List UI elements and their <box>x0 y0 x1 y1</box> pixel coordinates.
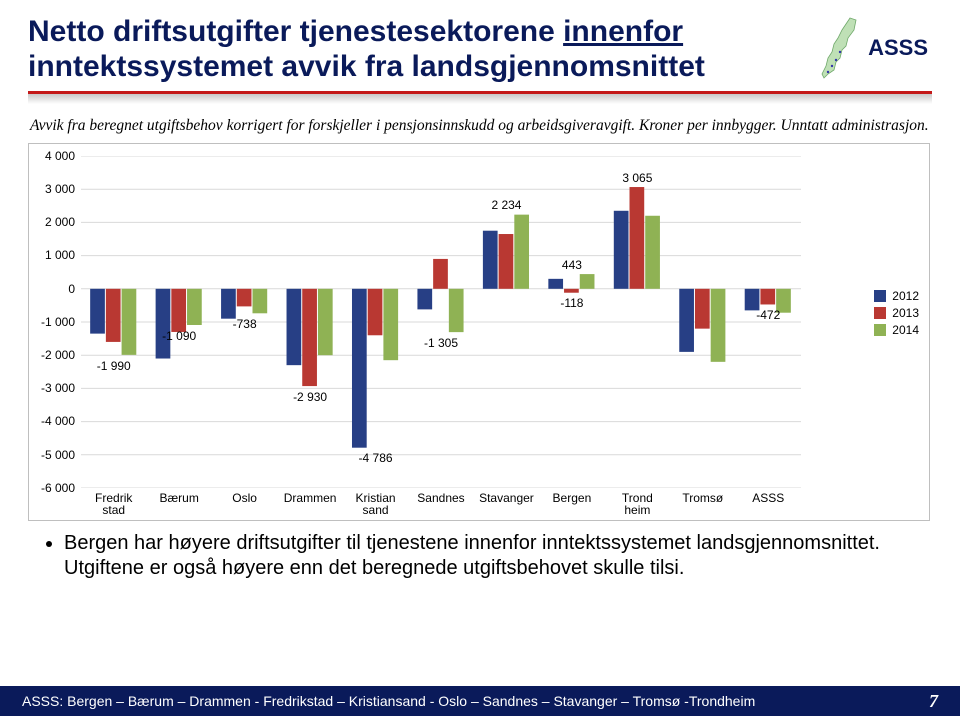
legend-label: 2012 <box>892 289 919 303</box>
y-tick-label: -4 000 <box>29 414 75 428</box>
title-underlined: innenfor <box>563 15 683 48</box>
legend-swatch <box>874 307 886 319</box>
value-label: -1 305 <box>424 336 458 350</box>
value-label: 3 065 <box>622 171 652 185</box>
legend-label: 2013 <box>892 306 919 320</box>
category-label: Drammen <box>277 492 342 505</box>
page-number: 7 <box>929 691 938 712</box>
legend-item: 2012 <box>874 289 919 303</box>
plot-area <box>81 156 801 488</box>
logo-text: ASSS <box>868 35 928 61</box>
y-tick-label: -3 000 <box>29 381 75 395</box>
divider <box>28 91 932 107</box>
value-label: 443 <box>562 258 582 272</box>
footer-text: ASSS: Bergen – Bærum – Drammen - Fredrik… <box>0 693 755 709</box>
norway-map-icon <box>816 16 862 80</box>
title-part1: Netto driftsutgifter tjenestesektorene <box>28 15 563 48</box>
subtitle: Avvik fra beregnet utgiftsbehov korriger… <box>30 117 930 135</box>
category-label: ASSS <box>736 492 801 505</box>
category-label: Fredrikstad <box>81 492 146 517</box>
y-tick-label: 4 000 <box>29 149 75 163</box>
legend: 2012 2013 2014 <box>874 286 919 340</box>
value-label: -1 990 <box>97 359 131 373</box>
footer: ASSS: Bergen – Bærum – Drammen - Fredrik… <box>0 686 960 716</box>
y-tick-label: 1 000 <box>29 248 75 262</box>
chart-svg <box>81 156 801 488</box>
value-label: -738 <box>233 317 257 331</box>
category-label: Bærum <box>146 492 211 505</box>
value-label: -472 <box>756 308 780 322</box>
category-label: Oslo <box>212 492 277 505</box>
category-label: Trondheim <box>605 492 670 517</box>
value-label: -4 786 <box>359 451 393 465</box>
y-tick-label: 2 000 <box>29 215 75 229</box>
value-label: -2 930 <box>293 390 327 404</box>
logo-block: ASSS <box>816 16 928 80</box>
y-tick-label: -5 000 <box>29 448 75 462</box>
slide: ASSS Netto driftsutgifter tjenestesektor… <box>0 0 960 716</box>
y-tick-label: 0 <box>29 282 75 296</box>
category-label: Sandnes <box>408 492 473 505</box>
bullet-item: Bergen har høyere driftsutgifter til tje… <box>64 531 920 582</box>
legend-swatch <box>874 290 886 302</box>
page-title: Netto driftsutgifter tjenestesektorene i… <box>28 14 812 85</box>
value-label: 2 234 <box>491 198 521 212</box>
y-tick-label: -1 000 <box>29 315 75 329</box>
category-label: Bergen <box>539 492 604 505</box>
category-label: Tromsø <box>670 492 735 505</box>
value-label: -1 090 <box>162 329 196 343</box>
chart: 4 000 3 000 2 000 1 000 0 -1 000 -2 000 -3 000 -… <box>28 143 930 521</box>
y-tick-label: 3 000 <box>29 182 75 196</box>
y-tick-label: -2 000 <box>29 348 75 362</box>
value-label: -118 <box>560 296 583 310</box>
bullet-list: Bergen har høyere driftsutgifter til tje… <box>40 531 920 582</box>
legend-swatch <box>874 324 886 336</box>
category-label: Stavanger <box>474 492 539 505</box>
category-label: Kristiansand <box>343 492 408 517</box>
title-part2: inntektssystemet avvik fra landsgjennoms… <box>28 50 705 83</box>
legend-item: 2013 <box>874 306 919 320</box>
legend-item: 2014 <box>874 323 919 337</box>
legend-label: 2014 <box>892 323 919 337</box>
y-tick-label: -6 000 <box>29 481 75 495</box>
